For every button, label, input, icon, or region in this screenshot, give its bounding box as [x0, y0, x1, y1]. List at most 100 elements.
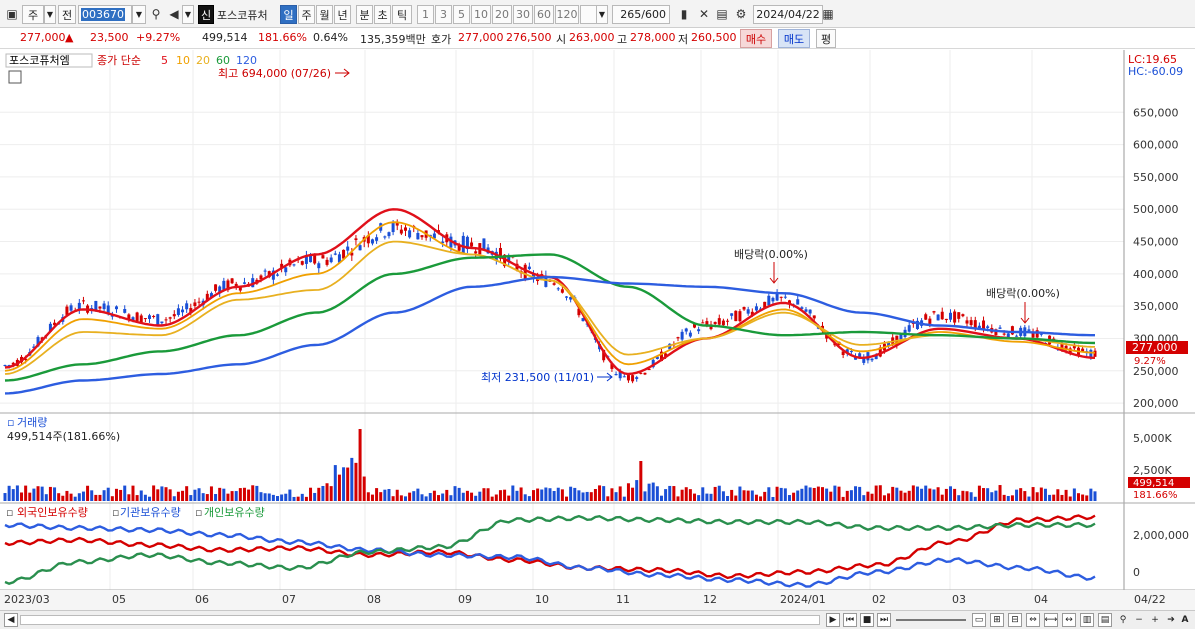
minute-3-button[interactable]: 3: [435, 5, 452, 24]
minute-60-button[interactable]: 60: [534, 5, 554, 24]
zoom-box-icon[interactable]: ⊞: [990, 613, 1004, 627]
chart-scrollbar[interactable]: ◀ ▶ ⏮ ■ ⏭ ▭ ⊞ ⊟ ⇔ ⟷ ↔ ▥ ▤ ⚲ − + ➔ A: [0, 610, 1195, 629]
volume-bar: [1019, 488, 1023, 501]
period-second-button[interactable]: 초: [374, 5, 391, 24]
volume-bar: [705, 493, 709, 501]
period-week-button[interactable]: 주: [298, 5, 315, 24]
volume-bar: [288, 489, 292, 501]
candle-body: [986, 326, 990, 328]
bar-count-input[interactable]: 265/600: [612, 5, 670, 24]
magnifier-icon[interactable]: ⚲: [1119, 615, 1127, 625]
period-year-button[interactable]: 년: [334, 5, 351, 24]
prev-button[interactable]: 전: [58, 5, 76, 24]
candle-body: [812, 315, 816, 319]
volume-bar: [7, 485, 11, 501]
zoom-in-icon[interactable]: +: [1151, 615, 1159, 625]
period-day-button[interactable]: 일: [280, 5, 297, 24]
volume-bar: [536, 488, 540, 501]
minute-20-button[interactable]: 20: [492, 5, 512, 24]
gear-icon[interactable]: ⚙: [735, 7, 747, 21]
candle-body: [77, 302, 81, 310]
min-arrow-icon: [597, 372, 613, 382]
expand-icon[interactable]: ↔: [1062, 613, 1076, 627]
candle-body: [276, 274, 279, 276]
volume-bar: [779, 487, 783, 501]
volume-bar: [734, 495, 738, 501]
volume-bar: [152, 485, 156, 501]
volume-bar: [771, 496, 775, 501]
volume-bar: [816, 486, 820, 501]
scroll-right-end-icon[interactable]: ➔: [1167, 615, 1175, 625]
date-input[interactable]: 2024/04/22: [753, 5, 823, 24]
crosshair-icon[interactable]: ✕: [698, 7, 710, 21]
market-select[interactable]: 주: [22, 5, 44, 24]
range-icon[interactable]: ⟷: [1044, 613, 1058, 627]
scroll-track[interactable]: [20, 615, 820, 625]
scroll-right-icon[interactable]: ▶: [826, 613, 840, 627]
code-dropdown-icon[interactable]: ▼: [132, 5, 146, 24]
zoom-slider[interactable]: [896, 619, 966, 621]
speaker-icon[interactable]: ◀: [169, 7, 179, 21]
speaker-dropdown-icon[interactable]: ▼: [182, 5, 194, 24]
volume-bar: [519, 487, 523, 501]
main-toolbar: ▣ 주 ▼ 전 003670 ▼ ⚲ ◀ ▼ 신 포스코퓨처 일 주 월 년 분…: [0, 0, 1195, 28]
volume-bar: [77, 493, 81, 501]
volume-bar: [866, 491, 870, 501]
scroll-end-icon[interactable]: ⏭: [877, 613, 891, 627]
period-tick-button[interactable]: 틱: [392, 5, 412, 24]
calendar-icon[interactable]: ▦: [822, 7, 834, 21]
volume-bar: [358, 429, 362, 501]
candle-body: [982, 320, 986, 330]
candle-body: [940, 311, 944, 320]
legend-bullet-icon-3: ▫: [195, 506, 202, 519]
save-icon[interactable]: ▤: [716, 7, 728, 21]
sell-button[interactable]: 매도: [778, 29, 810, 48]
stock-chart[interactable]: 포스코퓨처엠 종가 단순 5 10 20 60 120 LC:19.65 HC:…: [0, 50, 1195, 610]
search-icon[interactable]: ⚲: [151, 7, 161, 21]
buy-button[interactable]: 매수: [740, 29, 772, 48]
stop-icon[interactable]: ■: [860, 613, 874, 627]
candle-body: [280, 263, 284, 269]
scroll-left-icon[interactable]: ◀: [4, 613, 18, 627]
market-dropdown-icon[interactable]: ▼: [44, 5, 56, 24]
zoom-out-icon[interactable]: −: [1135, 615, 1143, 625]
minute-120-button[interactable]: 120: [555, 5, 579, 24]
volume-bar: [862, 495, 866, 501]
volume-bar: [65, 490, 69, 501]
minute-1-button[interactable]: 1: [417, 5, 434, 24]
text-tool-icon[interactable]: A: [1181, 615, 1189, 625]
scroll-start-icon[interactable]: ⏮: [843, 613, 857, 627]
panel-grid-icon[interactable]: [8, 70, 22, 84]
volume-tag-box: [1128, 477, 1190, 488]
candle-icon[interactable]: ▮: [680, 7, 688, 21]
custom-period-dropdown-icon[interactable]: ▼: [596, 5, 608, 24]
stock-code-input[interactable]: 003670: [78, 5, 132, 24]
period-minute-label: 분: [359, 8, 370, 22]
volume-bar: [684, 487, 688, 501]
chart-type-icon[interactable]: ▣: [6, 7, 18, 21]
price-tick-label: 550,000: [1133, 171, 1179, 184]
x-tick-label: 06: [195, 593, 209, 606]
volume-panel-icon: ▫: [7, 416, 14, 429]
candle-body: [1015, 335, 1019, 337]
bid-label: 호가: [431, 33, 452, 46]
pct-tag: 9.27%: [1134, 356, 1166, 367]
volume-bar: [812, 487, 816, 501]
zoom-area-icon[interactable]: ⊟: [1008, 613, 1022, 627]
zoom-fit-icon[interactable]: ▭: [972, 613, 986, 627]
eval-button[interactable]: 평: [816, 29, 836, 48]
volume-bar: [763, 491, 767, 501]
candle-body: [69, 305, 73, 311]
period-minute-button[interactable]: 분: [356, 5, 373, 24]
minute-5-button[interactable]: 5: [453, 5, 470, 24]
volume-bar: [511, 485, 515, 501]
chart-icon[interactable]: ▥: [1080, 613, 1094, 627]
period-month-button[interactable]: 월: [316, 5, 333, 24]
minute-30-button[interactable]: 30: [513, 5, 533, 24]
volume-bar: [428, 493, 432, 501]
candle-body: [994, 329, 998, 336]
minute-10-button[interactable]: 10: [471, 5, 491, 24]
pan-icon[interactable]: ⇔: [1026, 613, 1040, 627]
table-icon[interactable]: ▤: [1098, 613, 1112, 627]
candle-body: [507, 256, 511, 261]
